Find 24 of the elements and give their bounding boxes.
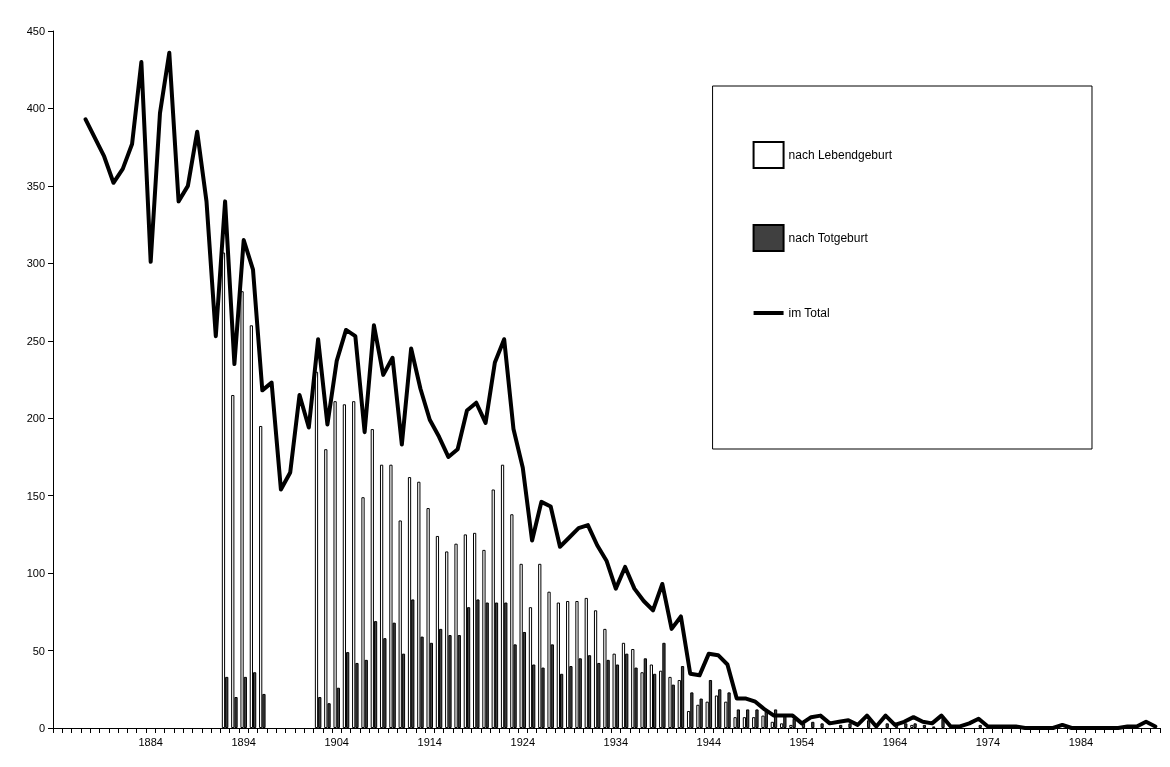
y-tick-label: 350 bbox=[26, 179, 45, 192]
y-tick-label: 400 bbox=[26, 102, 45, 115]
y-tick-label: 50 bbox=[32, 644, 45, 657]
x-tick-label: 1894 bbox=[231, 735, 256, 748]
legend-label: im Total bbox=[788, 306, 830, 320]
x-tick-label: 1974 bbox=[975, 735, 1001, 748]
x-tick-label: 1934 bbox=[603, 735, 629, 748]
y-tick-label: 100 bbox=[26, 567, 45, 580]
legend-label: nach Lebendgeburt bbox=[788, 148, 893, 162]
x-tick-label: 1884 bbox=[138, 735, 163, 748]
x-tick-label: 1904 bbox=[324, 735, 349, 748]
legend-label: nach Totgeburt bbox=[788, 231, 869, 245]
x-tick-label: 1944 bbox=[696, 735, 722, 748]
y-tick-label: 200 bbox=[26, 412, 45, 425]
x-tick-label: 1964 bbox=[882, 735, 908, 748]
x-tick-label: 1984 bbox=[1068, 735, 1094, 748]
y-tick-label: 0 bbox=[38, 722, 45, 734]
x-tick-label: 1924 bbox=[510, 735, 536, 748]
y-tick-label: 250 bbox=[26, 334, 45, 347]
y-tick-label: 300 bbox=[26, 257, 45, 270]
y-tick-label: 150 bbox=[26, 489, 45, 502]
y-tick-label: 450 bbox=[26, 25, 45, 37]
x-tick-label: 1914 bbox=[417, 735, 442, 748]
x-tick-label: 1954 bbox=[789, 735, 815, 748]
